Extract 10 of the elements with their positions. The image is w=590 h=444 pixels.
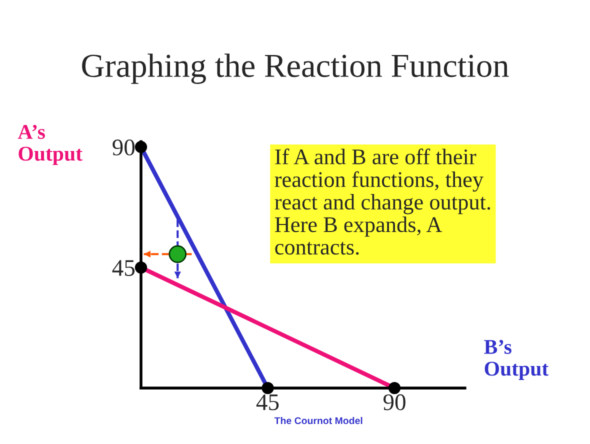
chart-title: Graphing the Reaction Function bbox=[82, 54, 509, 84]
x-axis-title: B’s Output bbox=[484, 340, 549, 380]
point bbox=[388, 382, 401, 394]
annotation: If A and B are off their reaction functions, they react and change output. Here B expands, A contracts. bbox=[274, 148, 490, 255]
y-axis-title: A’s Output bbox=[18, 124, 82, 165]
point bbox=[262, 382, 274, 394]
point bbox=[168, 245, 187, 264]
point bbox=[134, 261, 148, 274]
text: The Cournot Model bbox=[274, 416, 362, 424]
point bbox=[134, 140, 148, 154]
